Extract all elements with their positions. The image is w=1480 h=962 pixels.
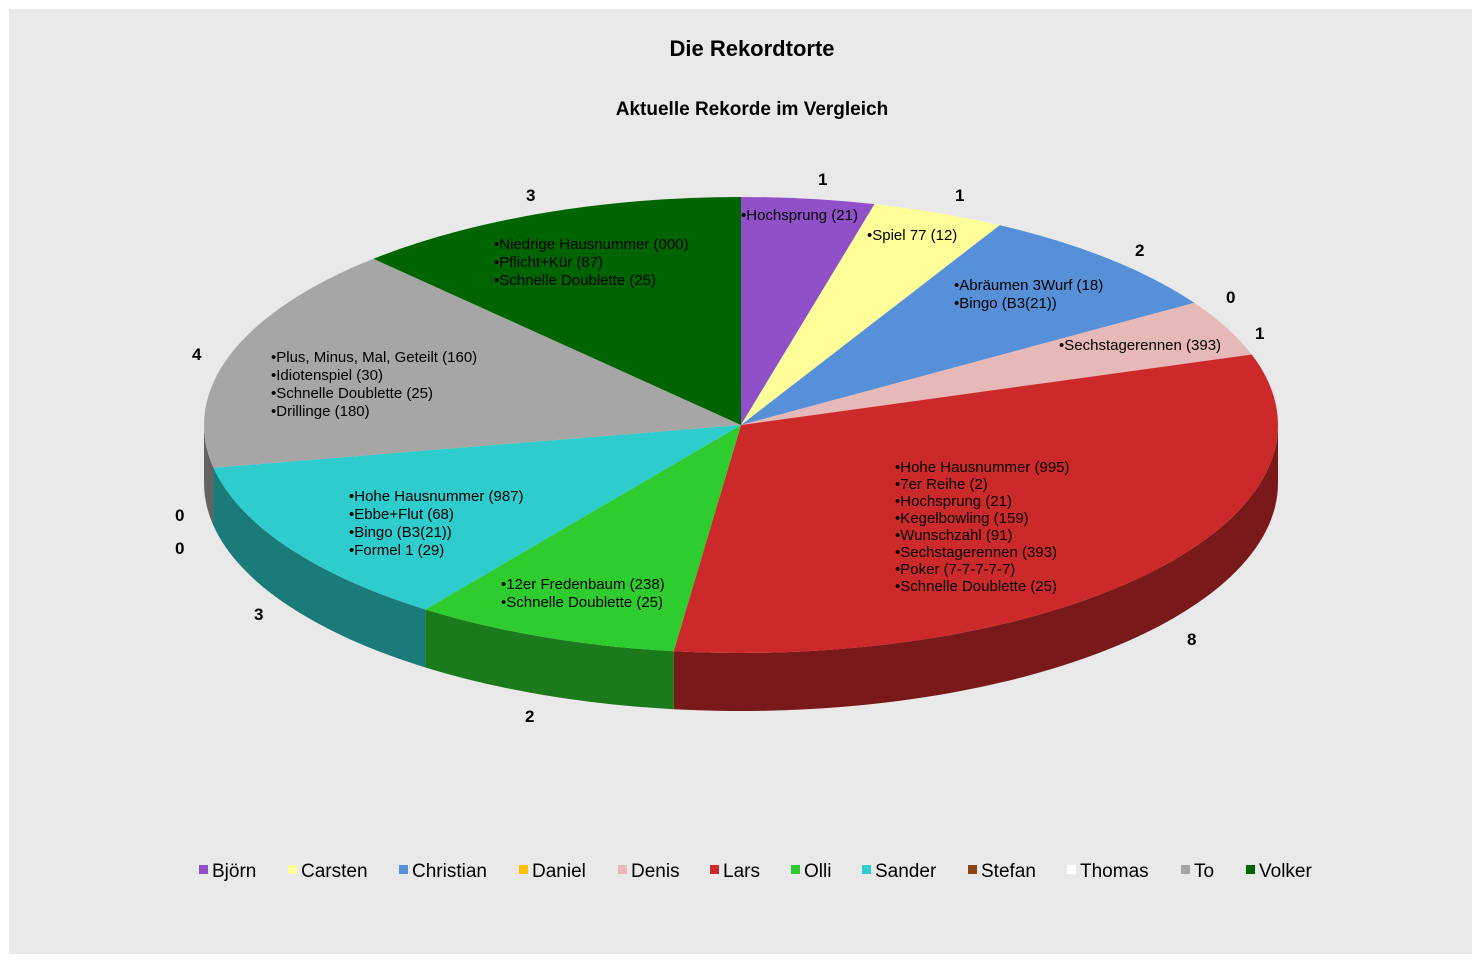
legend-label: Lars <box>723 861 760 882</box>
legend-item-to: To <box>1181 861 1214 882</box>
record-label: •Hohe Hausnummer (987) <box>349 488 524 505</box>
value-label-sander: 3 <box>254 605 263 624</box>
legend-label: Denis <box>631 861 680 882</box>
legend-label: Thomas <box>1080 861 1149 882</box>
slice-lars[interactable] <box>673 354 1279 653</box>
legend-item-björn: Björn <box>199 861 256 882</box>
slice-olli[interactable] <box>425 425 741 652</box>
record-label: •Bingo (B3(21)) <box>349 524 452 541</box>
legend-item-sander: Sander <box>862 861 937 882</box>
legend-item-thomas: Thomas <box>1067 861 1149 882</box>
value-label-to: 4 <box>192 345 202 364</box>
legend-swatch <box>288 865 297 874</box>
slice-volker[interactable] <box>373 197 741 425</box>
record-label: •Poker (7-7-7-7-7) <box>895 561 1015 578</box>
record-label: •Ebbe+Flut (68) <box>349 506 454 523</box>
record-label: •Abräumen 3Wurf (18) <box>954 277 1103 294</box>
record-label: •Hochsprung (21) <box>895 493 1012 510</box>
legend-label: Volker <box>1259 861 1312 882</box>
legend-label: Carsten <box>301 861 368 882</box>
value-label-carsten: 1 <box>955 186 964 205</box>
value-label-volker: 3 <box>526 186 535 205</box>
legend-swatch <box>519 865 528 874</box>
record-label: •Schnelle Doublette (25) <box>895 578 1057 595</box>
slice-side-sander <box>213 467 426 668</box>
legend-label: Stefan <box>981 861 1036 882</box>
legend-item-stefan: Stefan <box>968 861 1036 882</box>
slice-side-lars <box>673 425 1278 711</box>
record-label: •Idiotenspiel (30) <box>271 367 383 384</box>
chart-area: Die Rekordtorte Aktuelle Rekorde im Verg… <box>9 9 1472 954</box>
legend-label: Daniel <box>532 861 586 882</box>
legend-item-volker: Volker <box>1246 861 1312 882</box>
legend-item-lars: Lars <box>710 861 760 882</box>
slice-christian[interactable] <box>741 225 1195 425</box>
slice-side-olli <box>425 609 674 710</box>
record-label: •Wunschzahl (91) <box>895 527 1013 544</box>
legend-item-denis: Denis <box>618 861 680 882</box>
record-label: •Kegelbowling (159) <box>895 510 1029 527</box>
value-label-stefan: 0 <box>175 539 184 558</box>
record-label: •7er Reihe (2) <box>895 476 988 493</box>
value-label-christian: 2 <box>1135 241 1144 260</box>
value-label-lars: 8 <box>1187 630 1196 649</box>
slice-to[interactable] <box>204 258 742 468</box>
legend-label: Christian <box>412 861 487 882</box>
record-label: •Formel 1 (29) <box>349 542 444 559</box>
chart-subtitle: Aktuelle Rekorde im Vergleich <box>616 99 888 120</box>
pie-chart: Die Rekordtorte Aktuelle Rekorde im Verg… <box>175 36 1312 882</box>
record-label: •Spiel 77 (12) <box>867 227 957 244</box>
record-label: •Schnelle Doublette (25) <box>271 385 433 402</box>
record-label: •Bingo (B3(21)) <box>954 295 1057 312</box>
legend-item-daniel: Daniel <box>519 861 586 882</box>
record-label: •Sechstagerennen (393) <box>1059 337 1221 354</box>
value-label-daniel: 0 <box>1226 288 1235 307</box>
legend-item-olli: Olli <box>791 861 831 882</box>
legend-swatch <box>1067 865 1076 874</box>
legend-swatch <box>710 865 719 874</box>
slice-denis[interactable] <box>741 302 1252 425</box>
record-label: •Schnelle Doublette (25) <box>494 272 656 289</box>
legend-label: To <box>1194 861 1214 882</box>
record-label: •Niedrige Hausnummer (000) <box>494 236 689 253</box>
record-label: •Plus, Minus, Mal, Geteilt (160) <box>271 349 477 366</box>
slice-carsten[interactable] <box>741 204 1000 425</box>
slice-side-to <box>204 425 214 526</box>
legend-label: Olli <box>804 861 831 882</box>
record-label: •Pflicht+Kür (87) <box>494 254 603 271</box>
value-label-björn: 1 <box>818 170 827 189</box>
legend-swatch <box>199 865 208 874</box>
value-label-denis: 1 <box>1255 324 1264 343</box>
slice-sander[interactable] <box>213 425 742 610</box>
legend-swatch <box>1246 865 1255 874</box>
record-label: •Drillinge (180) <box>271 403 370 420</box>
record-label: •Schnelle Doublette (25) <box>501 594 663 611</box>
legend-item-carsten: Carsten <box>288 861 368 882</box>
legend-label: Björn <box>212 861 256 882</box>
record-label: •Sechstagerennen (393) <box>895 544 1057 561</box>
value-label-olli: 2 <box>525 707 534 726</box>
legend-swatch <box>1181 865 1190 874</box>
legend-swatch <box>862 865 871 874</box>
legend-swatch <box>618 865 627 874</box>
value-label-thomas: 0 <box>175 506 184 525</box>
legend-label: Sander <box>875 861 937 882</box>
legend-swatch <box>791 865 800 874</box>
chart-title: Die Rekordtorte <box>669 36 834 61</box>
legend-swatch <box>399 865 408 874</box>
legend-swatch <box>968 865 977 874</box>
slice-björn[interactable] <box>741 197 875 425</box>
legend-item-christian: Christian <box>399 861 487 882</box>
record-label: •Hohe Hausnummer (995) <box>895 459 1070 476</box>
record-label: •Hochsprung (21) <box>741 207 858 224</box>
record-label: •12er Fredenbaum (238) <box>501 576 665 593</box>
